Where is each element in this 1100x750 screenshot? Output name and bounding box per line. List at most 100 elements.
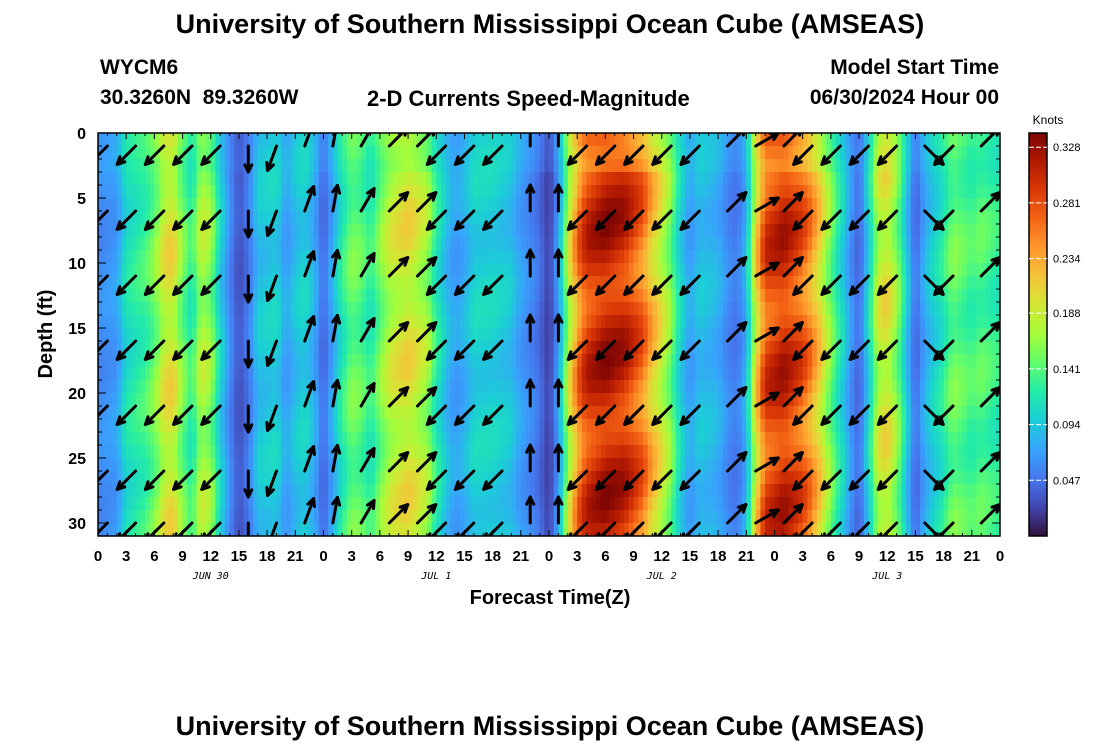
heatmap-cell <box>675 354 682 368</box>
heatmap-cell <box>328 432 334 446</box>
heatmap-cell <box>835 497 841 511</box>
heatmap-cell <box>558 328 564 342</box>
heatmap-cell <box>182 380 188 394</box>
heatmap-cell <box>253 172 259 186</box>
heatmap-cell <box>516 406 522 420</box>
heatmap-cell <box>572 198 578 212</box>
heatmap-cell <box>577 133 583 147</box>
heatmap-cell <box>638 133 644 147</box>
heatmap-cell <box>765 367 771 381</box>
heatmap-cell <box>450 276 456 290</box>
heatmap-cell <box>835 237 841 251</box>
heatmap-cell <box>375 302 381 316</box>
heatmap-cell <box>614 419 621 433</box>
heatmap-cell <box>116 276 123 290</box>
heatmap-cell <box>741 289 747 303</box>
heatmap-cell <box>295 419 301 433</box>
heatmap-cell <box>619 302 625 316</box>
heatmap-cell <box>445 445 451 459</box>
heatmap-cell <box>769 523 776 536</box>
heatmap-cell <box>257 510 264 524</box>
heatmap-cell <box>722 432 729 446</box>
heatmap-cell <box>727 224 733 238</box>
heatmap-cell <box>163 133 170 147</box>
heatmap-cell <box>431 510 437 524</box>
heatmap-cell <box>248 185 254 199</box>
heatmap-cell <box>149 471 155 485</box>
heatmap-cell <box>572 185 578 199</box>
heatmap-cell <box>539 523 545 536</box>
heatmap-cell <box>727 315 733 329</box>
heatmap-cell <box>290 315 296 329</box>
heatmap-cell <box>689 250 696 264</box>
heatmap-cell <box>549 289 555 303</box>
heatmap-cell <box>844 302 851 316</box>
heatmap-cell <box>534 458 541 472</box>
heatmap-cell <box>680 289 686 303</box>
heatmap-cell <box>502 146 508 160</box>
heatmap-cell <box>666 393 672 407</box>
heatmap-cell <box>182 367 188 381</box>
heatmap-cell <box>638 276 644 290</box>
heatmap-cell <box>520 497 527 511</box>
heatmap-cell <box>581 406 588 420</box>
heatmap-cell <box>102 172 108 186</box>
heatmap-cell <box>285 432 292 446</box>
heatmap-cell <box>102 211 108 225</box>
heatmap-cell <box>314 471 320 485</box>
heatmap-cell <box>262 367 268 381</box>
heatmap-cell <box>614 406 621 420</box>
heatmap-cell <box>704 380 710 394</box>
heatmap-cell <box>328 211 334 225</box>
heatmap-cell <box>708 393 715 407</box>
heatmap-cell <box>765 419 771 433</box>
heatmap-cell <box>581 445 588 459</box>
heatmap-cell <box>511 198 517 212</box>
heatmap-cell <box>595 302 602 316</box>
heatmap-cell <box>417 328 423 342</box>
heatmap-cell <box>262 393 268 407</box>
heatmap-cell <box>201 510 207 524</box>
heatmap-cell <box>417 484 423 498</box>
heatmap-cell <box>783 497 790 511</box>
heatmap-cell <box>534 354 541 368</box>
heatmap-cell <box>661 432 668 446</box>
heatmap-cell <box>323 159 329 173</box>
heatmap-cell <box>774 445 780 459</box>
heatmap-cell <box>459 198 466 212</box>
heatmap-cell <box>478 523 484 536</box>
heatmap-cell <box>375 133 381 147</box>
heatmap-cell <box>689 172 696 186</box>
heatmap-cell <box>361 419 367 433</box>
heatmap-cell <box>516 419 522 433</box>
heatmap-cell <box>516 276 522 290</box>
heatmap-cell <box>281 172 287 186</box>
heatmap-cell <box>229 237 235 251</box>
heatmap-cell <box>361 211 367 225</box>
heatmap-cell <box>765 224 771 238</box>
heatmap-cell <box>826 133 832 147</box>
heatmap-cell <box>558 211 564 225</box>
heatmap-cell <box>215 302 221 316</box>
heatmap-cell <box>525 341 531 355</box>
heatmap-cell <box>563 419 569 433</box>
heatmap-cell <box>112 484 118 498</box>
heatmap-cell <box>849 224 855 238</box>
heatmap-cell <box>563 224 569 238</box>
heatmap-cell <box>135 406 141 420</box>
heatmap-cell <box>708 211 715 225</box>
heatmap-cell <box>332 341 339 355</box>
heatmap-cell <box>849 250 855 264</box>
heatmap-cell <box>361 159 367 173</box>
heatmap-cell <box>271 185 278 199</box>
heatmap-cell <box>393 302 400 316</box>
heatmap-cell <box>253 497 259 511</box>
heatmap-cell <box>666 458 672 472</box>
heatmap-cell <box>563 263 569 277</box>
heatmap-cell <box>722 341 729 355</box>
heatmap-cell <box>361 471 367 485</box>
heatmap-cell <box>671 510 677 524</box>
heatmap-cell <box>318 458 325 472</box>
heatmap-cell <box>163 484 170 498</box>
heatmap-cell <box>365 432 372 446</box>
